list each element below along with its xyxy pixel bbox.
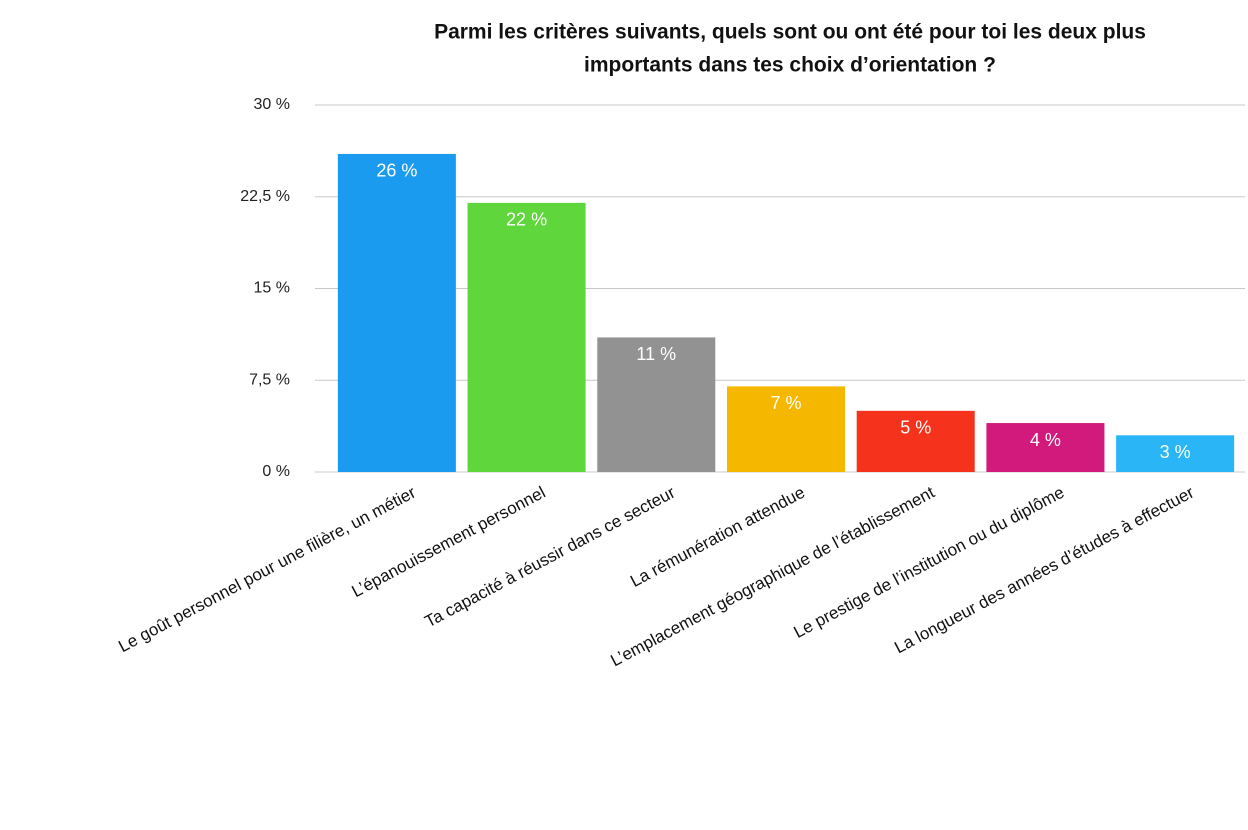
y-tick-label: 22,5 %: [240, 188, 290, 205]
value-label: 22 %: [506, 210, 547, 230]
bar: [726, 386, 846, 472]
chart-title: importants dans tes choix d’orientation …: [584, 54, 996, 77]
value-label: 26 %: [376, 161, 417, 181]
bar: [467, 202, 586, 472]
x-tick-label: Ta capacité à réussir dans ce secteur: [422, 483, 679, 632]
bar: [856, 410, 975, 472]
y-tick-label: 30 %: [254, 96, 290, 113]
chart-title: Parmi les critères suivants, quels sont …: [434, 21, 1146, 44]
value-label: 3 %: [1160, 442, 1191, 462]
bar: [1116, 435, 1235, 472]
bar: [986, 423, 1105, 472]
value-label: 7 %: [770, 393, 801, 413]
x-tick-label: Le prestige de l’institution ou du diplô…: [791, 483, 1068, 642]
value-label: 4 %: [1030, 430, 1061, 450]
y-tick-label: 15 %: [254, 280, 290, 297]
x-tick-label: Le goût personnel pour une filière, un m…: [115, 483, 419, 657]
bar: [597, 337, 716, 472]
value-label: 5 %: [900, 418, 931, 438]
value-label: 11 %: [636, 344, 676, 364]
bar: [337, 153, 456, 472]
y-tick-label: 0 %: [262, 463, 290, 480]
y-tick-label: 7,5 %: [249, 371, 290, 388]
